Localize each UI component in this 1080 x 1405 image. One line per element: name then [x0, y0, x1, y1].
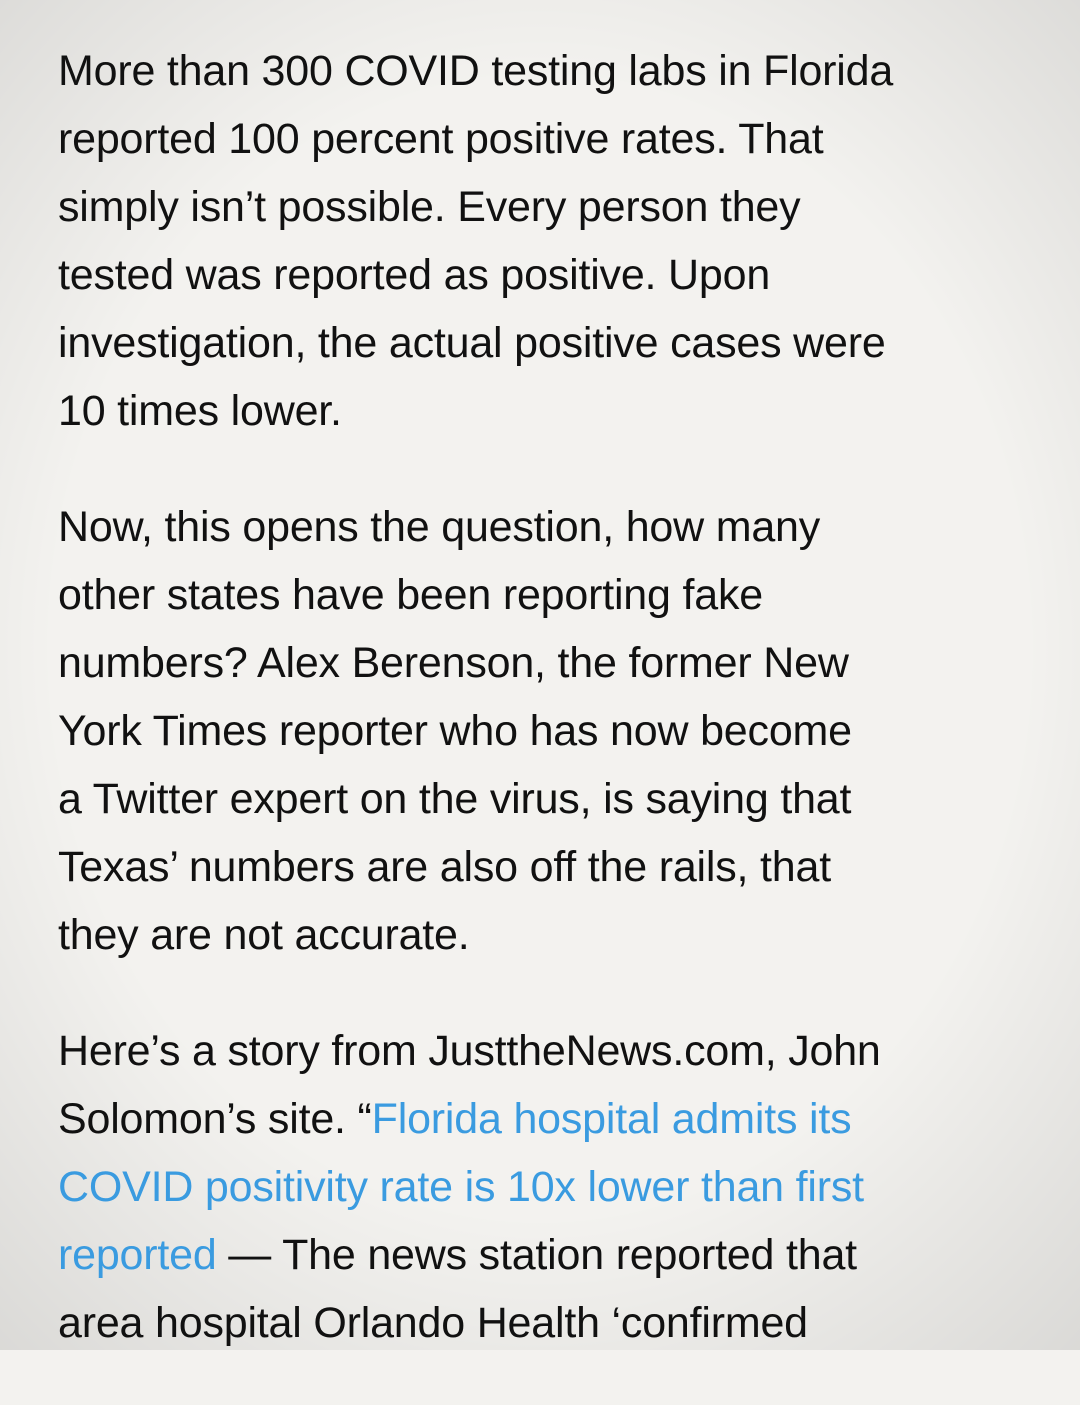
text-line: they are not accurate.	[58, 911, 470, 959]
text-line: investigation, the actual positive cases…	[58, 319, 886, 367]
text-line: Here’s a story from JusttheNews.com, Joh…	[58, 1027, 881, 1075]
link-text: reported	[58, 1231, 217, 1279]
text-line: reported 100 percent positive rates. Tha…	[58, 115, 824, 163]
paragraph-justthenews: Here’s a story from JusttheNews.com, Joh…	[58, 1017, 1048, 1357]
paragraph-florida-labs: More than 300 COVID testing labs in Flor…	[58, 0, 1048, 445]
text-line: tested was reported as positive. Upon	[58, 251, 771, 299]
text-line: area hospital Orlando Health ‘confirmed	[58, 1299, 808, 1347]
link-text: COVID positivity rate is 10x lower than …	[58, 1163, 864, 1211]
text-line: other states have been reporting fake	[58, 571, 763, 619]
text-line: a Twitter expert on the virus, is saying…	[58, 775, 852, 823]
text-line: More than 300 COVID testing labs in Flor…	[58, 47, 894, 95]
text-line: Now, this opens the question, how many	[58, 503, 821, 551]
text-line: York Times reporter who has now become	[58, 707, 852, 755]
link-text: Florida hospital admits its	[371, 1095, 852, 1143]
text-line: 10 times lower.	[58, 387, 342, 435]
article-body: More than 300 COVID testing labs in Flor…	[58, 0, 1048, 1405]
text-line: Texas’ numbers are also off the rails, t…	[58, 843, 831, 891]
text-line: simply isn’t possible. Every person they	[58, 183, 801, 231]
text-line: — The news station reported that	[216, 1231, 857, 1279]
paragraph-other-states: Now, this opens the question, how many o…	[58, 493, 1048, 969]
text-line: numbers? Alex Berenson, the former New	[58, 639, 849, 687]
article-link-florida-hospital[interactable]: Florida hospital admits its COVID positiv…	[58, 1095, 864, 1279]
text-line: Solomon’s site. “	[58, 1095, 372, 1143]
